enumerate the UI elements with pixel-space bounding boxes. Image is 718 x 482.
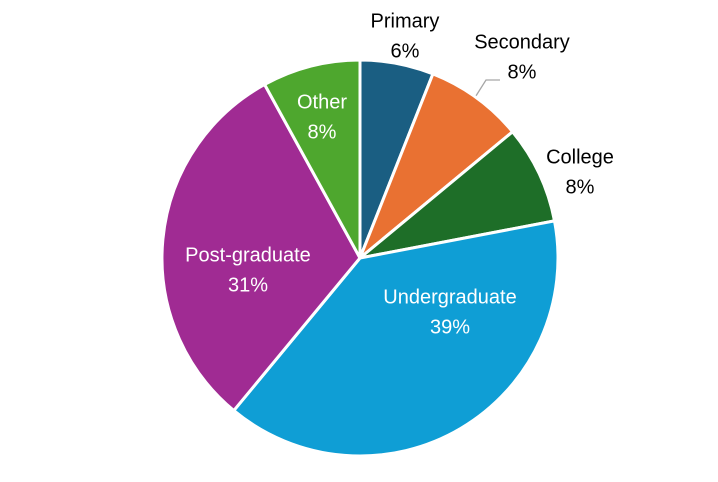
slice-value-label: 8% xyxy=(508,61,537,83)
slice-label: Post-graduate xyxy=(185,244,311,266)
pie-slice xyxy=(263,58,362,260)
slice-value-label: 31% xyxy=(228,274,268,296)
slice-label: Other xyxy=(297,91,347,113)
pie-slice xyxy=(232,219,560,458)
pie-slice xyxy=(358,130,556,260)
leader-line xyxy=(473,79,500,100)
slice-value-label: 39% xyxy=(430,316,470,338)
slice-label: Secondary xyxy=(474,31,570,53)
pie-slice xyxy=(358,72,515,260)
slice-label: Primary xyxy=(371,10,440,32)
slice-value-label: 8% xyxy=(566,176,595,198)
slice-label: Undergraduate xyxy=(383,286,516,308)
slice-value-label: 8% xyxy=(308,121,337,143)
pie-slice xyxy=(160,82,362,413)
slice-label: College xyxy=(546,146,614,168)
slice-value-label: 6% xyxy=(391,40,420,62)
